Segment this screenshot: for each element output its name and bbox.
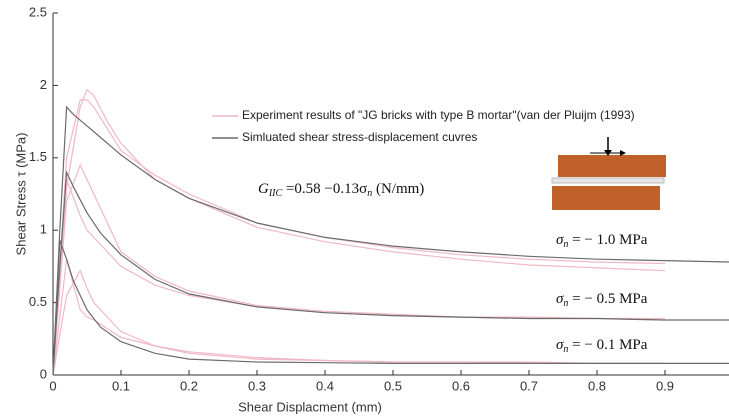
subscript: n: [563, 344, 568, 355]
x-tick-label: 0.7: [520, 378, 538, 393]
formula: GIIC =0.58 −0.13σn (N/mm): [258, 181, 424, 199]
y-tick-label: 1.5: [29, 149, 47, 164]
symbol: σ: [556, 337, 564, 353]
symbol: σ: [556, 232, 564, 248]
legend-label: Experiment results of "JG bricks with ty…: [242, 108, 635, 122]
curve: [52, 259, 665, 376]
curve: [52, 105, 729, 376]
x-tick-label: 0.6: [452, 378, 470, 393]
label-text: = − 0.1 MPa: [568, 337, 647, 353]
label-text: = − 0.5 MPa: [568, 291, 647, 307]
x-tick-label: 0.4: [316, 378, 334, 393]
mortar: [551, 177, 665, 184]
brick-illustration: [551, 137, 666, 210]
curve: [52, 99, 666, 376]
y-tick-label: 0.5: [29, 294, 47, 309]
curve: [52, 169, 729, 376]
formula-part: n: [367, 188, 372, 199]
x-tick-label: 0.1: [112, 378, 130, 393]
y-tick-label: 0: [40, 366, 47, 381]
x-axis-label: Shear Displacment (mm): [238, 399, 382, 414]
curve: [52, 163, 665, 376]
x-tick-label: 0.3: [248, 378, 266, 393]
y-axis-label: Shear Stress τ (MPa): [13, 133, 28, 256]
subscript: n: [563, 239, 568, 250]
arrow-head: [620, 150, 626, 156]
y-tick-label: 2.5: [29, 4, 47, 19]
symbol: σ: [556, 291, 564, 307]
x-tick-label: 0.2: [180, 378, 198, 393]
curve: [52, 269, 665, 376]
stress-label: σn = − 1.0 MPa: [556, 232, 648, 250]
stress-label: σn = − 0.1 MPa: [556, 337, 648, 355]
formula-part: (N/mm): [372, 181, 424, 197]
top-brick: [558, 155, 666, 177]
formula-part: G: [258, 181, 269, 197]
formula-part: IIC: [268, 188, 283, 199]
formula-part: =0.58 −0.13σ: [282, 181, 367, 197]
x-tick-label: 0.8: [588, 378, 606, 393]
bottom-brick: [552, 186, 660, 210]
label-text: = − 1.0 MPa: [568, 232, 647, 248]
legend-label: Simluated shear stress-displacement cuvr…: [242, 130, 477, 144]
x-tick-label: 0.9: [656, 378, 674, 393]
x-tick-label: 0: [49, 378, 56, 393]
y-tick-label: 2: [40, 77, 47, 92]
curve: [52, 240, 729, 376]
subscript: n: [563, 298, 568, 309]
x-tick-label: 0.5: [384, 378, 402, 393]
y-tick-label: 1: [40, 222, 47, 237]
stress-label: σn = − 0.5 MPa: [556, 291, 648, 309]
